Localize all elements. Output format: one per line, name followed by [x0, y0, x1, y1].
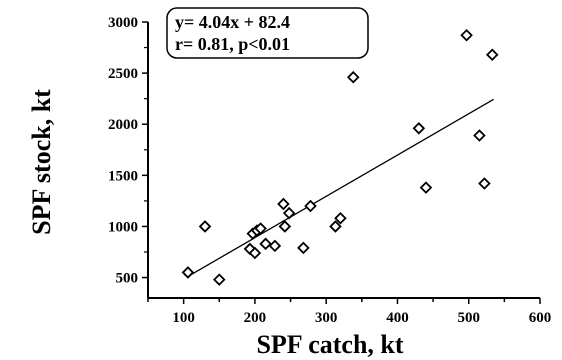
data-point: [254, 222, 267, 235]
y-tick-label: 1000: [108, 219, 138, 235]
x-axis-ticks: 100 200 300 400 500 600: [147, 298, 552, 326]
data-point: [278, 220, 292, 233]
y-tick-label: 500: [116, 271, 139, 287]
y-axis-title: SPF stock, kt: [27, 89, 56, 235]
annotation-equation: y= 4.04x + 82.4: [175, 12, 290, 32]
x-axis-title: SPF catch, kt: [256, 330, 403, 359]
axes: [147, 22, 540, 299]
regression-line: [190, 98, 494, 276]
data-point: [412, 122, 426, 135]
data-point: [277, 197, 290, 211]
x-tick-label: 600: [529, 310, 552, 326]
data-point: [304, 199, 317, 213]
y-tick-label: 2000: [108, 117, 138, 133]
data-point: [259, 237, 272, 251]
regression-annotation: y= 4.04x + 82.4 r= 0.81, p<0.01: [166, 7, 369, 59]
data-point: [268, 239, 282, 253]
y-tick-label: 1500: [108, 168, 138, 184]
data-point: [478, 177, 491, 190]
y-tick-label: 2500: [108, 66, 138, 82]
annotation-statistics: r= 0.81, p<0.01: [175, 34, 290, 54]
x-tick-label: 400: [386, 310, 409, 326]
x-tick-label: 300: [315, 310, 338, 326]
data-point: [212, 273, 226, 286]
y-axis-ticks: 500 1000 1500 2000 2500 3000: [108, 15, 148, 287]
data-point: [334, 211, 347, 225]
x-tick-label: 100: [172, 310, 195, 326]
data-point: [198, 220, 212, 233]
data-point: [473, 129, 486, 142]
annotation-box: [166, 7, 369, 59]
data-point: [346, 70, 360, 84]
data-point: [460, 29, 473, 42]
data-point: [485, 48, 499, 61]
regression-line-group: [190, 98, 494, 276]
x-tick-label: 500: [457, 310, 480, 326]
data-points: [181, 29, 499, 286]
y-tick-label: 3000: [108, 15, 138, 31]
data-point: [419, 181, 433, 194]
data-point: [329, 220, 342, 233]
data-point: [282, 206, 296, 220]
data-point: [248, 246, 262, 260]
x-tick-label: 200: [244, 310, 267, 326]
data-point: [297, 241, 310, 255]
data-point: [181, 266, 195, 279]
